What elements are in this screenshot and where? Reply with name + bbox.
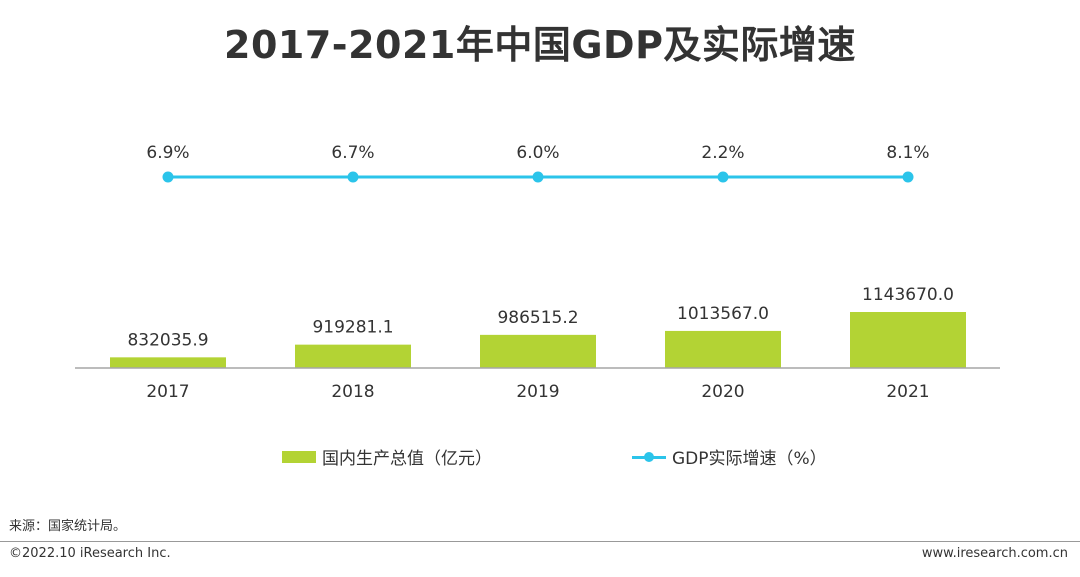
x-tick-label-2021: 2021: [886, 382, 929, 402]
legend-label-gdp: 国内生产总值（亿元）: [322, 449, 492, 469]
growth-label-2019: 6.0%: [516, 143, 559, 163]
legend: 国内生产总值（亿元） GDP实际增速（%）: [0, 444, 1080, 470]
bar-value-label-2019: 986515.2: [497, 308, 578, 328]
chart-title: 2017-2021年中国GDP及实际增速: [224, 23, 856, 67]
bars-layer: 832035.9 2017 919281.1 2018 986515.2 2019 1013…: [110, 285, 966, 402]
growth-label-2020: 2.2%: [701, 143, 744, 163]
legend-swatch-bar: [282, 450, 316, 463]
growth-point-2020: [717, 171, 729, 183]
x-tick-label-2019: 2019: [516, 382, 559, 402]
x-tick-label-2020: 2020: [701, 382, 744, 402]
growth-point-2019: [532, 171, 544, 183]
bar-2020: [665, 330, 781, 368]
bar-value-label-2021: 1143670.0: [862, 285, 954, 305]
legend-swatch-line: [632, 451, 666, 463]
x-tick-label-2018: 2018: [331, 382, 374, 402]
growth-label-2018: 6.7%: [331, 143, 374, 163]
bar-value-label-2018: 919281.1: [312, 318, 393, 338]
growth-label-2017: 6.9%: [146, 143, 189, 163]
website-link[interactable]: www.iresearch.com.cn: [921, 546, 1068, 561]
x-tick-label-2017: 2017: [146, 382, 189, 402]
legend-label-growth: GDP实际增速（%）: [672, 449, 827, 469]
bar-2021: [850, 312, 966, 368]
bar-2017: [110, 357, 226, 368]
bar-2019: [480, 334, 596, 368]
growth-point-2018: [347, 171, 359, 183]
growth-label-2021: 8.1%: [886, 143, 929, 163]
legend-item-gdp: 国内生产总值（亿元）: [282, 444, 492, 469]
legend-item-growth: GDP实际增速（%）: [632, 444, 827, 469]
line-layer: 6.9% 6.7% 6.0% 2.2% 8.1%: [146, 143, 930, 183]
gdp-chart: 832035.9 2017 919281.1 2018 986515.2 2019 1013…: [75, 143, 1000, 402]
bar-value-label-2020: 1013567.0: [677, 304, 769, 324]
bar-2018: [295, 344, 411, 368]
growth-point-2017: [162, 171, 174, 183]
source-note: 来源：国家统计局。: [9, 519, 127, 534]
footer-divider: [0, 541, 1080, 542]
bar-value-label-2017: 832035.9: [127, 330, 208, 350]
growth-point-2021: [902, 171, 914, 183]
copyright-text: ©2022.10 iResearch Inc.: [9, 546, 171, 561]
